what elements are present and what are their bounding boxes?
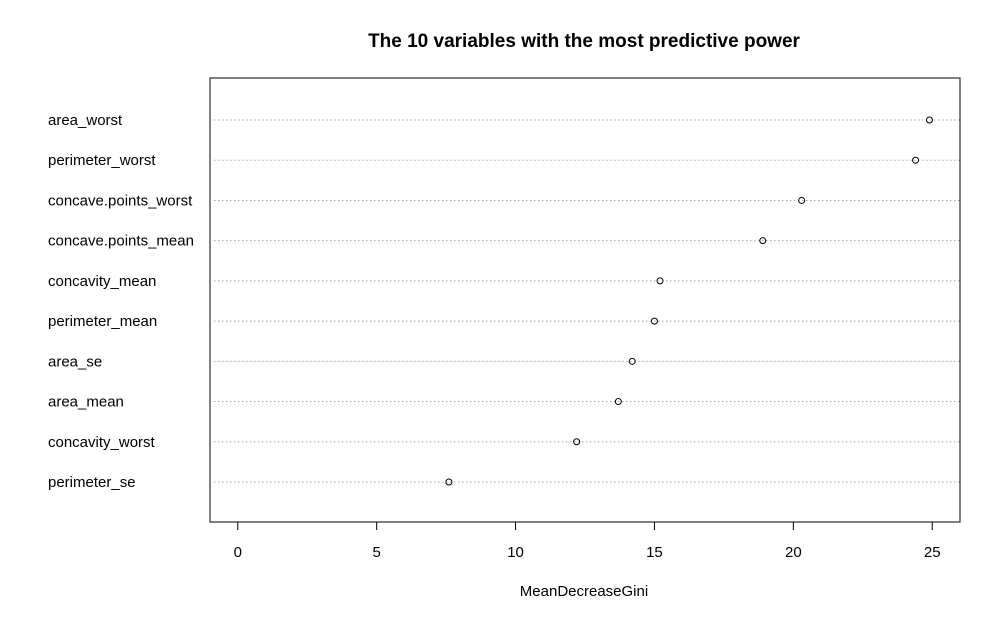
plot-area-frame bbox=[209, 77, 961, 523]
data-point bbox=[798, 196, 806, 204]
x-tick-label: 5 bbox=[372, 544, 380, 561]
x-tick-label: 20 bbox=[785, 544, 802, 561]
data-point bbox=[628, 357, 636, 365]
category-label: concavity_mean bbox=[48, 273, 156, 290]
data-points bbox=[445, 116, 933, 486]
data-point bbox=[656, 277, 664, 285]
category-label: concavity_worst bbox=[48, 434, 156, 451]
x-axis: 0 5 10 15 20 25 bbox=[234, 521, 941, 561]
category-label: area_worst bbox=[48, 112, 123, 129]
category-label: perimeter_se bbox=[48, 474, 136, 491]
category-labels: area_worst perimeter_worst concave.points_… bbox=[48, 112, 194, 491]
data-point bbox=[445, 478, 453, 486]
category-label: perimeter_mean bbox=[48, 313, 157, 330]
category-label: area_mean bbox=[48, 394, 124, 411]
grid-lines bbox=[210, 119, 960, 483]
data-point bbox=[759, 237, 767, 245]
category-label: perimeter_worst bbox=[48, 152, 156, 169]
x-tick-label: 10 bbox=[507, 544, 524, 561]
chart-title: The 10 variables with the most predictiv… bbox=[368, 31, 800, 52]
x-tick-label: 25 bbox=[924, 544, 941, 561]
data-point bbox=[573, 438, 581, 446]
category-label: concave.points_mean bbox=[48, 233, 194, 250]
data-point bbox=[614, 398, 622, 406]
x-tick-label: 0 bbox=[234, 544, 242, 561]
category-label: concave.points_worst bbox=[48, 192, 193, 209]
data-point bbox=[925, 116, 933, 124]
x-axis-label: MeanDecreaseGini bbox=[520, 583, 648, 600]
x-tick-label: 15 bbox=[646, 544, 663, 561]
data-point bbox=[650, 317, 658, 325]
category-label: area_se bbox=[48, 353, 102, 370]
data-point bbox=[912, 156, 920, 164]
